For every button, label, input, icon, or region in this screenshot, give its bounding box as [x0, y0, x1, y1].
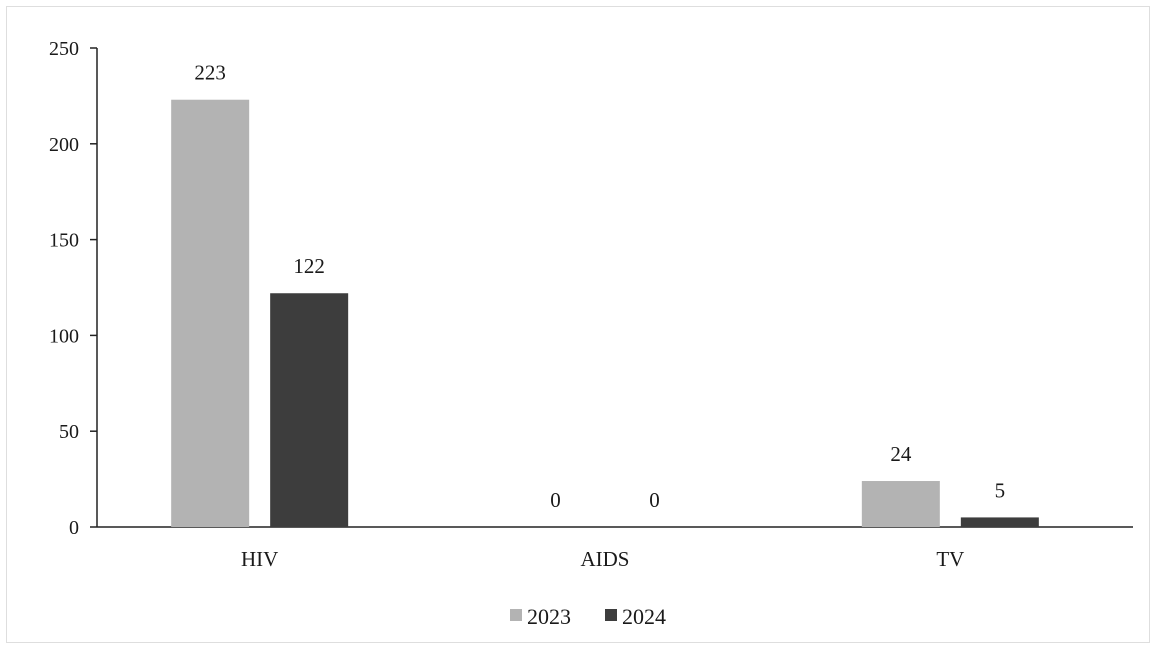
y-tick-label: 150 — [49, 230, 79, 252]
legend-swatch-2023 — [510, 609, 522, 621]
legend-label: 2024 — [622, 604, 666, 629]
data-label: 0 — [649, 488, 660, 512]
data-label: 122 — [293, 254, 325, 278]
legend-label: 2023 — [527, 604, 571, 629]
bar-hiv-2024 — [270, 293, 349, 527]
data-label: 24 — [890, 442, 912, 466]
chart-data-labels: 223 122 0 0 24 5 — [194, 61, 1005, 512]
legend-swatch-2024 — [605, 609, 617, 621]
chart-legend: 2023 2024 — [510, 604, 666, 629]
x-tick-label: TV — [936, 547, 964, 571]
y-tick-label: 50 — [59, 421, 79, 443]
data-label: 0 — [550, 488, 561, 512]
y-tick-label: 250 — [49, 38, 79, 60]
chart-bars — [171, 99, 1039, 528]
x-tick-label: AIDS — [580, 547, 629, 571]
bar-hiv-2023 — [171, 99, 250, 528]
x-tick-label: HIV — [241, 547, 278, 571]
bar-tv-2024 — [960, 517, 1039, 527]
y-tick-label: 200 — [49, 134, 79, 156]
data-label: 223 — [194, 61, 226, 85]
data-label: 5 — [995, 478, 1006, 502]
y-tick-label: 0 — [69, 517, 79, 539]
y-tick-label: 100 — [49, 325, 79, 347]
bar-tv-2023 — [861, 481, 940, 527]
